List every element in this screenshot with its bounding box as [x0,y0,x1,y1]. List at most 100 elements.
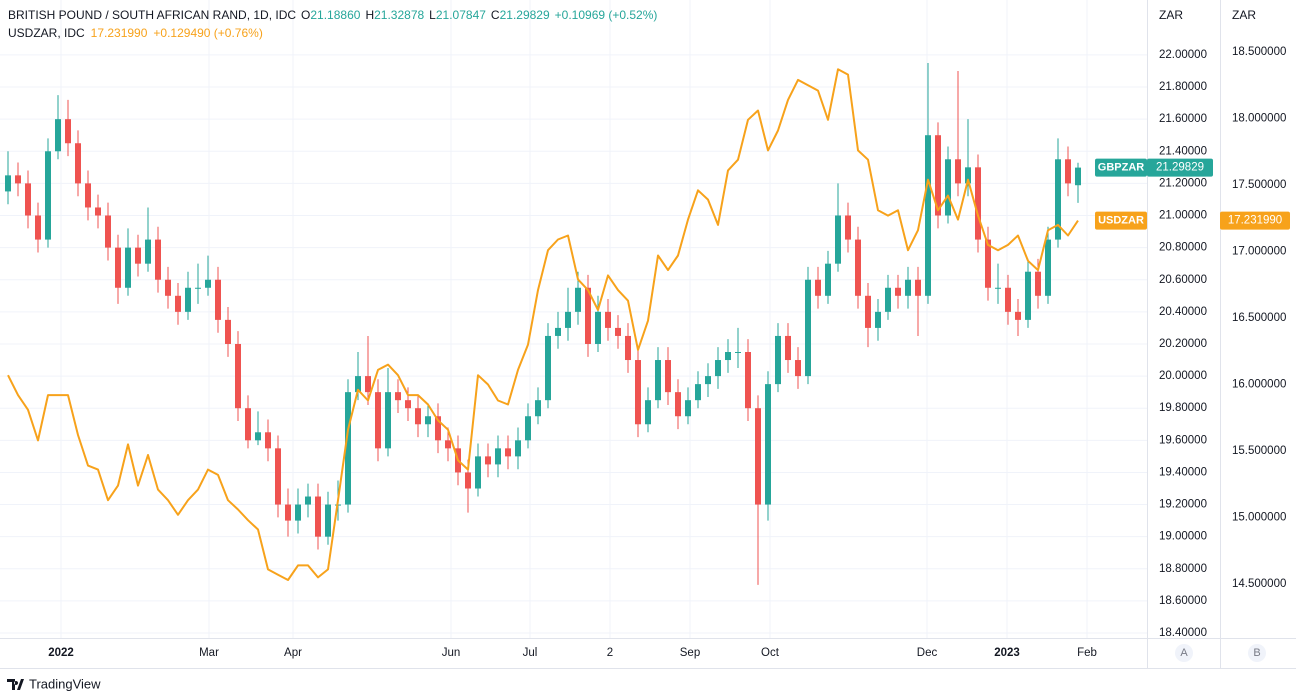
candle-body [775,335,781,385]
candle-body [915,279,921,296]
candle-body [665,360,671,393]
candle-body [95,207,101,216]
candle-body [695,384,701,401]
candle-body [445,440,451,449]
candle-body [555,327,561,336]
axis-b-unit: ZAR [1232,8,1256,22]
candle-body [675,392,681,417]
candle-body [225,319,231,344]
y2-tick-label: 15.500000 [1232,445,1286,457]
y2-tick-label: 17.500000 [1232,179,1286,191]
y-tick-label: 19.80000 [1159,402,1207,414]
candle-body [215,279,221,320]
candle-body [895,287,901,296]
candle-body [845,215,851,240]
scale-button-label[interactable]: A [1180,647,1188,659]
candle-body [525,416,531,441]
candle-body [15,175,21,184]
candle-body [85,183,91,208]
legend-change: +0.10969 (+0.52%) [555,8,658,22]
candle-body [795,360,801,377]
y-tick-label: 20.00000 [1159,370,1207,382]
y-tick-label: 21.60000 [1159,113,1207,125]
candle-body [735,352,741,353]
candle-body [5,175,11,192]
candle-body [175,295,181,312]
candle-body [65,119,71,144]
scale-button[interactable] [1175,644,1193,662]
y-tick-label: 21.80000 [1159,81,1207,93]
y-tick-label: 19.40000 [1159,466,1207,478]
logo-icon[interactable] [7,679,24,690]
x-tick-label: Jun [442,647,461,659]
candle-body [55,119,61,152]
scale-button[interactable] [1248,644,1266,662]
candle-body [205,279,211,288]
candle-body [645,400,651,425]
y-tick-label: 20.40000 [1159,306,1207,318]
candle-body [375,392,381,449]
candle-body [1035,271,1041,296]
x-tick-label: Jul [523,647,538,659]
y-tick-label: 19.60000 [1159,434,1207,446]
y2-tick-label: 16.000000 [1232,379,1286,391]
candle-body [395,392,401,401]
candle-body [495,448,501,465]
y-tick-label: 19.20000 [1159,499,1207,511]
candle-body [1015,311,1021,320]
y-tick-label: 21.00000 [1159,210,1207,222]
y2-tick-label: 15.000000 [1232,512,1286,524]
legend-value: 21.07847 [436,8,486,22]
candle-body [975,167,981,240]
legend-title: BRITISH POUND / SOUTH AFRICAN RAND, 1D, … [8,8,296,22]
candle-body [35,215,41,240]
legend-key: O [301,8,310,22]
candle-body [515,440,521,457]
candle-body [275,448,281,505]
candle-body [875,311,881,328]
brand-logo[interactable]: TradingView [7,676,101,691]
candle-body [1065,159,1071,184]
candle-body [25,183,31,216]
candle-body [685,400,691,417]
y2-tick-label: 14.500000 [1232,578,1286,590]
y-tick-label: 18.60000 [1159,595,1207,607]
series-name-box [1095,211,1147,230]
candle-body [45,151,51,240]
candle-body [235,343,241,409]
axis-a-unit: ZAR [1159,8,1183,22]
candle-body [315,496,321,537]
candle-body [1055,159,1061,240]
y-tick-label: 20.80000 [1159,242,1207,254]
x-tick-label: Sep [680,647,700,659]
candle-body [955,159,961,184]
y-tick-label: 18.80000 [1159,563,1207,575]
legend-key: C [491,8,500,22]
candle-body [925,135,931,296]
candle-body [245,408,251,441]
candle-body [365,376,371,393]
legend-value: 21.29829 [500,8,550,22]
candle-body [535,400,541,417]
legend-value: 21.18860 [310,8,360,22]
candle-body [545,335,551,401]
scale-button-label[interactable]: B [1253,647,1260,659]
x-tick-label: Dec [917,647,938,659]
candle-body [885,287,891,312]
y-tick-label: 19.00000 [1159,531,1207,543]
candle-body [75,143,81,184]
legend-compare-change: +0.129490 (+0.76%) [153,26,262,40]
candle-body [255,432,261,441]
candle-body [635,360,641,425]
legend-key: H [365,8,374,22]
candle-body [135,247,141,264]
candle-body [265,432,271,449]
candle-body [425,416,431,425]
y-tick-label: 21.40000 [1159,145,1207,157]
candle-body [935,135,941,216]
y-tick-label: 18.40000 [1159,627,1207,639]
candle-body [345,392,351,505]
candle-body [145,239,151,264]
brand-name[interactable]: TradingView [29,676,101,691]
legend-compare-title: USDZAR, IDC [8,26,85,40]
